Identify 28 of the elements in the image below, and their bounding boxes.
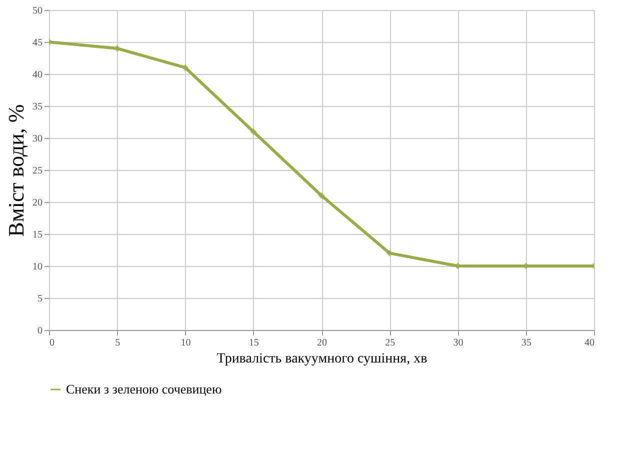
y-tick-label: 15 — [32, 230, 42, 240]
x-tick-label: 40 — [584, 338, 594, 348]
point — [250, 128, 257, 135]
x-tick-label: 15 — [248, 338, 259, 348]
x-axis-title: Тривалість вакуумного сушіння, хв — [216, 352, 428, 366]
y-tick-label: 40 — [32, 70, 42, 80]
x-tick-label: 35 — [521, 338, 532, 348]
y-tick-label: 20 — [32, 198, 42, 208]
x-tick-label: 0 — [50, 338, 54, 348]
line-series — [49, 38, 594, 270]
y-tick-label: 25 — [32, 166, 42, 176]
x-tick-label: 10 — [180, 338, 191, 348]
x-tick-label: 5 — [115, 338, 120, 348]
y-tick-label: 10 — [32, 262, 42, 272]
y-axis-title: Вміст води, % — [4, 104, 28, 237]
y-tick-label: 5 — [38, 294, 42, 304]
legend-label: Снеки з зеленою сочевицею — [66, 382, 222, 396]
x-tick-label: 20 — [317, 338, 327, 348]
y-tick-label: 35 — [32, 102, 42, 112]
point — [386, 250, 393, 257]
y-tick-label: 45 — [32, 38, 42, 48]
x-tick-label: 30 — [453, 338, 464, 348]
y-tick-label: 0 — [38, 326, 42, 336]
y-tick-label: 30 — [32, 134, 42, 144]
point — [318, 192, 325, 199]
point — [182, 64, 189, 71]
x-tick-label: 25 — [385, 338, 396, 348]
y-tick-label: 50 — [32, 6, 42, 16]
